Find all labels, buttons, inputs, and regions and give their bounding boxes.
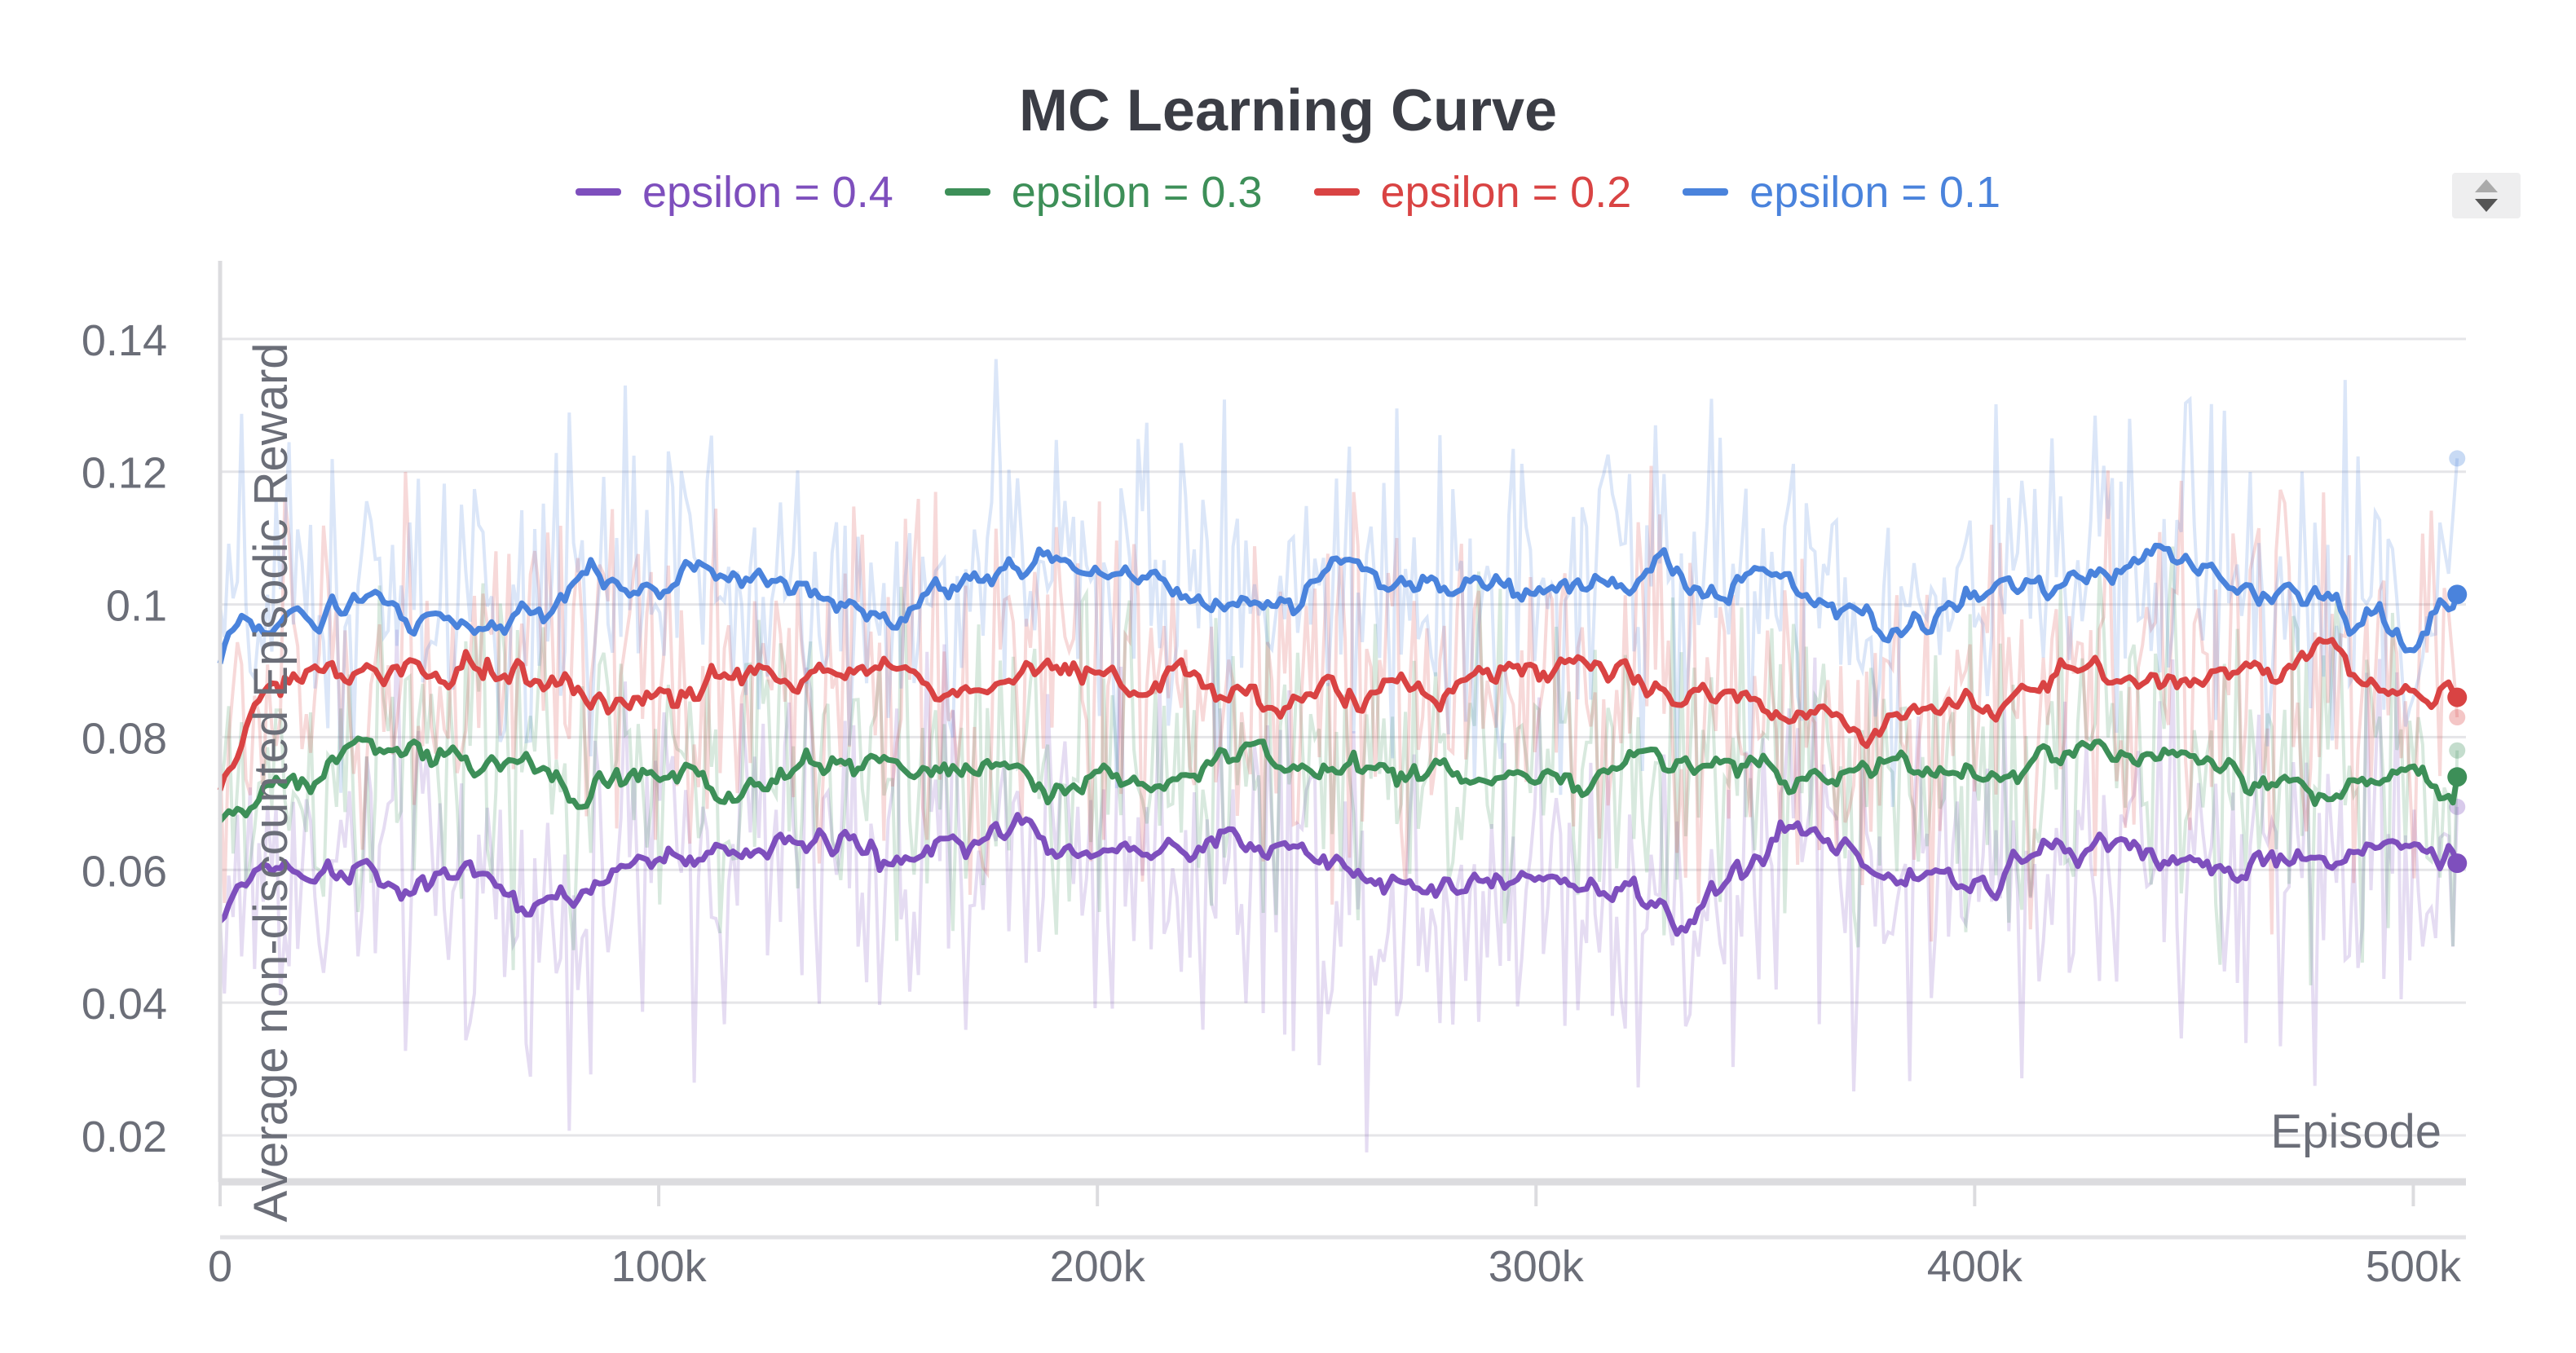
y-tick-label: 0.1 (106, 582, 167, 631)
x-tick-label: 200k (1050, 1242, 1146, 1291)
y-tick-label: 0.04 (82, 980, 167, 1029)
raw-endpoint-marker-2 (2449, 709, 2465, 725)
y-tick-label: 0.06 (82, 847, 167, 896)
endpoint-marker-2 (2447, 688, 2467, 707)
raw-endpoint-marker-1 (2449, 743, 2465, 759)
y-axis-title: Average non-discounted Episodic Reward (245, 342, 298, 1222)
endpoint-marker-0 (2447, 853, 2467, 873)
raw-endpoint-marker-3 (2449, 450, 2465, 466)
y-tick-label: 0.14 (82, 316, 167, 365)
x-tick-label: 100k (611, 1242, 708, 1291)
x-tick-label: 0 (208, 1242, 232, 1291)
x-tick-label: 500k (2366, 1242, 2462, 1291)
x-tick-label: 400k (1927, 1242, 2023, 1291)
endpoint-marker-1 (2447, 767, 2467, 787)
endpoint-marker-3 (2447, 584, 2467, 604)
y-tick-label: 0.12 (82, 449, 167, 498)
y-tick-label: 0.08 (82, 714, 167, 763)
y-tick-label: 0.02 (82, 1113, 167, 1161)
x-axis-title: Episode (2270, 1105, 2441, 1158)
x-tick-label: 300k (1489, 1242, 1585, 1291)
